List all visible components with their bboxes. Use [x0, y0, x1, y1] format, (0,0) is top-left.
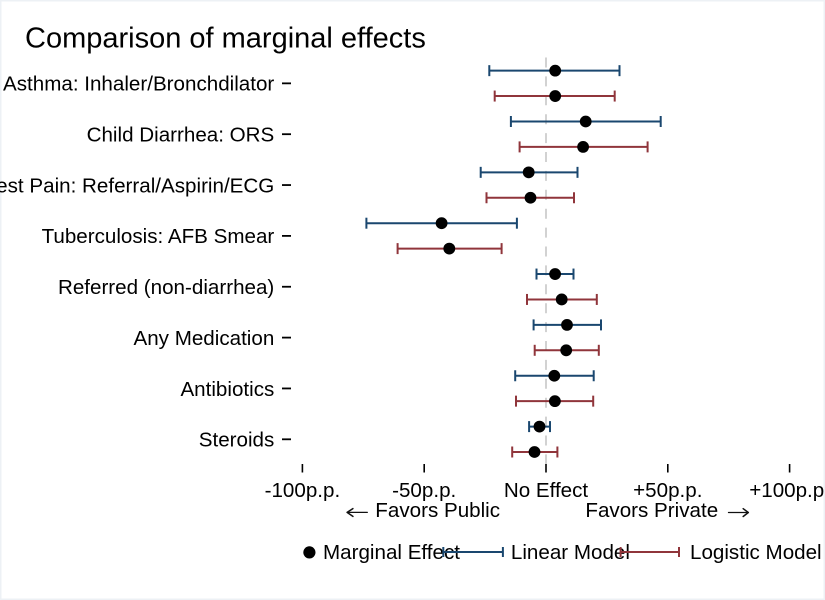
svg-text:-100p.p.: -100p.p. [265, 479, 341, 502]
svg-text:-50p.p.: -50p.p. [392, 479, 456, 502]
svg-text:Favors Private: Favors Private [585, 499, 718, 522]
svg-text:Referred (non-diarrhea): Referred (non-diarrhea) [58, 276, 274, 299]
svg-text:Steroids: Steroids [199, 429, 275, 452]
svg-text:Linear Model: Linear Model [511, 541, 630, 564]
svg-text:+100p.p.: +100p.p. [749, 479, 825, 502]
svg-text:Chest Pain: Referral/Aspirin/E: Chest Pain: Referral/Aspirin/ECG [0, 174, 274, 197]
svg-text:Logistic Model: Logistic Model [690, 541, 822, 564]
svg-text:Child Diarrhea: ORS: Child Diarrhea: ORS [87, 124, 275, 147]
svg-text:Antibiotics: Antibiotics [180, 378, 274, 401]
svg-text:Tuberculosis: AFB Smear: Tuberculosis: AFB Smear [42, 225, 275, 248]
svg-text:Favors Public: Favors Public [375, 499, 500, 522]
svg-text:Any Medication: Any Medication [133, 327, 274, 350]
svg-text:Marginal Effect: Marginal Effect [323, 541, 460, 564]
svg-text:No Effect: No Effect [504, 479, 589, 502]
svg-text:+50p.p.: +50p.p. [633, 479, 702, 502]
svg-text:Comparison of marginal effects: Comparison of marginal effects [25, 23, 426, 55]
svg-text:Asthma: Inhaler/Bronchdilator: Asthma: Inhaler/Bronchdilator [3, 73, 274, 96]
